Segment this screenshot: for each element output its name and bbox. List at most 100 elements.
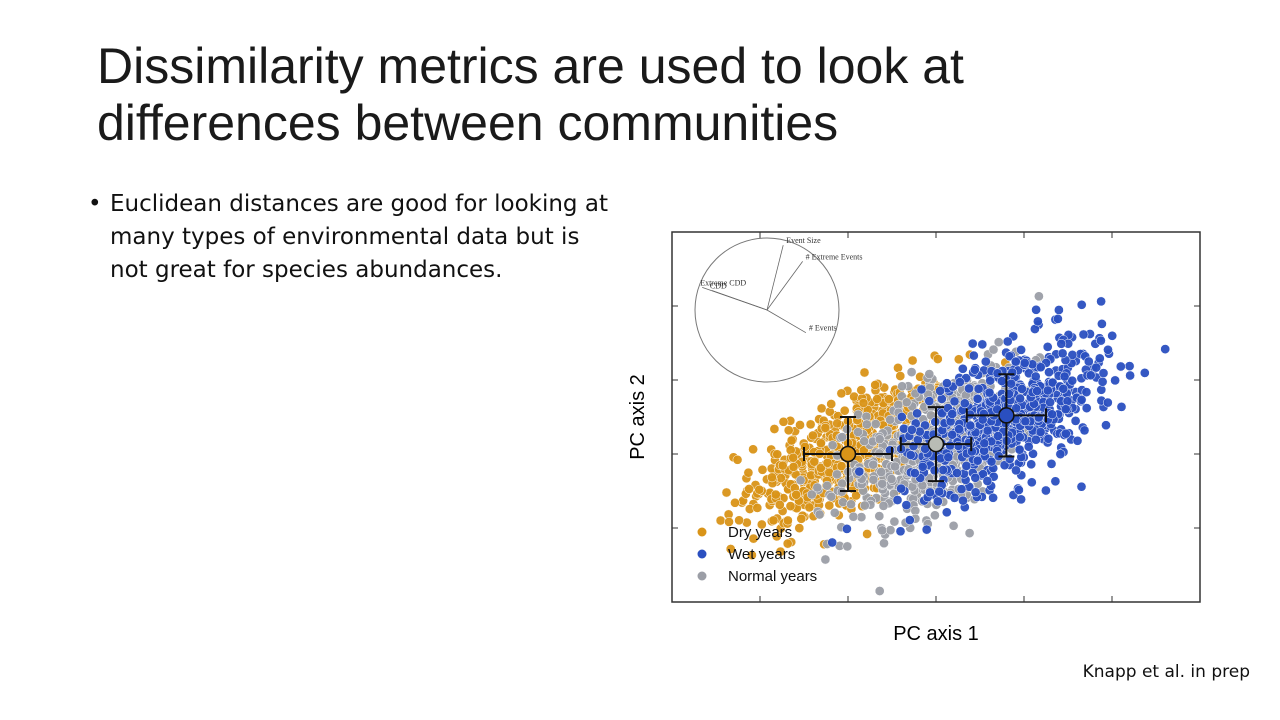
data-point [1033, 316, 1043, 327]
data-point [856, 385, 867, 395]
data-point [938, 465, 948, 475]
data-point [1014, 444, 1025, 455]
data-point [968, 350, 979, 361]
biplot-vector-label: CDD [710, 282, 727, 291]
data-point [948, 520, 959, 531]
data-point [906, 367, 917, 377]
data-point [892, 495, 903, 505]
data-point [836, 388, 847, 399]
data-point [725, 544, 736, 554]
data-point [757, 464, 768, 475]
data-point [826, 491, 837, 502]
data-point [1067, 375, 1078, 386]
biplot-vector-label: # Events [809, 324, 837, 333]
data-point [783, 425, 794, 436]
data-point [808, 430, 818, 441]
data-point [889, 516, 900, 527]
data-point [809, 456, 820, 467]
data-point [862, 529, 872, 539]
data-point [924, 396, 935, 406]
data-point [1079, 425, 1090, 436]
data-point [870, 380, 881, 390]
data-point [1041, 485, 1051, 496]
centroids-with-error-bars [803, 373, 1047, 492]
data-point [970, 472, 981, 483]
data-point [893, 363, 903, 373]
data-point [1101, 420, 1111, 431]
data-point [816, 403, 827, 414]
data-point [1096, 335, 1106, 346]
data-point [890, 461, 900, 472]
data-point [756, 519, 767, 530]
data-point [874, 434, 885, 445]
data-point [1035, 362, 1046, 373]
data-point [953, 441, 964, 451]
data-point [945, 440, 955, 451]
data-point [858, 398, 869, 408]
data-point [977, 339, 988, 350]
data-point [934, 486, 945, 497]
data-point [775, 546, 786, 557]
data-point [896, 412, 907, 422]
data-point [778, 416, 789, 427]
data-point [791, 489, 802, 500]
data-point [961, 461, 972, 471]
data-point [907, 355, 918, 366]
data-point [1081, 403, 1092, 413]
data-point [820, 554, 831, 565]
data-point [878, 501, 889, 511]
data-point [906, 424, 917, 435]
data-point [943, 452, 954, 463]
data-point [1007, 367, 1018, 378]
centroid-marker [998, 407, 1015, 424]
data-point [796, 513, 807, 524]
data-point [1070, 416, 1081, 426]
data-point [822, 457, 833, 468]
data-point [885, 525, 896, 535]
centroid-wet [965, 373, 1047, 458]
data-point [897, 381, 907, 392]
data-point [953, 354, 964, 365]
centroid-marker [839, 445, 857, 463]
data-point [1096, 384, 1107, 395]
data-point [854, 466, 865, 477]
data-point [941, 507, 952, 518]
data-point [794, 523, 805, 533]
data-point [972, 393, 983, 404]
data-point [874, 511, 885, 521]
data-point [1042, 385, 1053, 396]
biplot-vector-label: # Extreme Events [806, 252, 863, 261]
biplot-circle [694, 237, 840, 383]
data-point [920, 420, 930, 431]
data-point [786, 435, 797, 446]
data-point [1076, 481, 1087, 492]
data-point [1091, 362, 1102, 373]
data-point [1067, 350, 1078, 360]
data-point [872, 394, 883, 404]
data-point [947, 409, 958, 419]
data-point [842, 524, 852, 534]
bullet-dot-icon: • [88, 191, 102, 217]
data-point [1060, 404, 1071, 415]
data-point [1016, 494, 1026, 505]
data-point [930, 510, 940, 521]
citation: Knapp et al. in prep [1082, 662, 1250, 682]
data-point [957, 363, 968, 374]
data-point [721, 487, 732, 498]
data-point [1160, 344, 1171, 354]
data-point [1062, 396, 1073, 407]
data-point [785, 501, 796, 511]
data-point [868, 474, 879, 485]
biplot-vector [766, 309, 807, 334]
data-point [851, 490, 861, 501]
data-point [977, 414, 988, 425]
data-point [1030, 371, 1041, 382]
data-point [1020, 416, 1031, 427]
data-point [969, 364, 980, 375]
data-point [832, 418, 843, 429]
data-point [853, 427, 863, 437]
data-point [848, 511, 859, 522]
data-point [958, 495, 968, 506]
data-point [776, 473, 786, 483]
data-point [1054, 305, 1064, 315]
